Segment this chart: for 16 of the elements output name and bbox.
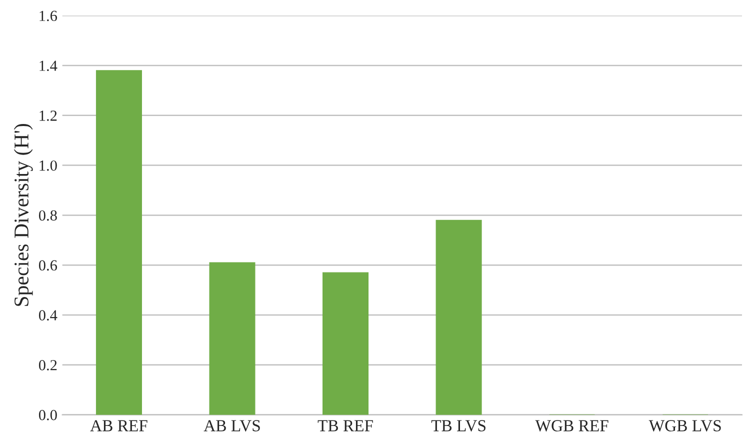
y-tick-label: 0.2 [38, 360, 57, 370]
x-tick-label: AB LVS [204, 420, 260, 432]
y-tick-label: 0.8 [38, 210, 57, 221]
x-tick-label: TB REF [318, 420, 373, 432]
x-tick-label: WGB LVS [648, 420, 721, 432]
y-tick-label: 0.6 [38, 260, 58, 271]
y-tick-label: 1.6 [40, 10, 58, 22]
x-tick-label: WGB REF [535, 420, 608, 432]
y-tick-label: 0.0 [38, 410, 57, 420]
y-tick-label: 0.4 [38, 310, 58, 321]
x-tick-label: TB LVS [431, 420, 486, 432]
y-axis-title: Species Diversity (H') [14, 124, 33, 306]
y-tick-label: 1.0 [40, 160, 57, 171]
y-tick-label: 1.4 [40, 60, 58, 72]
y-tick-label: 1.2 [40, 110, 57, 121]
x-tick-label: AB REF [90, 420, 148, 432]
